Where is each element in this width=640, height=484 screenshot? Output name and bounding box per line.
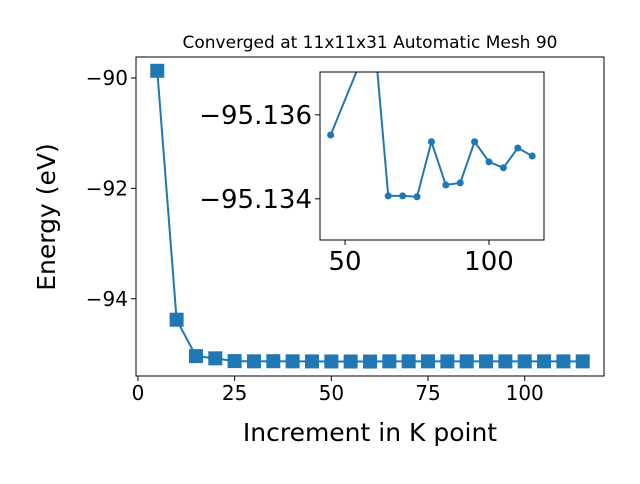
marker [304, 354, 319, 369]
marker [399, 192, 407, 200]
marker [401, 354, 416, 369]
marker [266, 354, 281, 369]
y-tick-label: −92 [86, 177, 128, 201]
x-tick-label: 50 [319, 381, 344, 405]
plot-group [327, 72, 536, 201]
marker [517, 354, 532, 369]
plot-frame [319, 71, 545, 241]
marker [227, 354, 242, 369]
x-axis-label: Increment in K point [243, 418, 497, 447]
y-axis-label: Energy (eV) [32, 143, 61, 290]
marker [442, 181, 450, 189]
marker [150, 63, 165, 78]
marker [556, 354, 571, 369]
marker [499, 164, 507, 172]
marker [514, 144, 522, 152]
x-tick-label: 100 [464, 247, 514, 277]
marker [427, 138, 435, 146]
marker [324, 354, 339, 369]
y-tick-label: −94 [86, 287, 128, 311]
marker [421, 354, 436, 369]
marker [188, 349, 203, 364]
plot-frame [135, 56, 605, 377]
marker [528, 152, 536, 160]
marker [285, 354, 300, 369]
marker [537, 354, 552, 369]
marker [343, 354, 358, 369]
marker [363, 354, 377, 369]
marker [169, 312, 184, 327]
y-tick-label: −90 [86, 66, 128, 90]
y-tick-label: −95.134 [199, 185, 312, 215]
marker [413, 193, 421, 201]
x-tick-label: 0 [132, 381, 145, 405]
marker [479, 354, 494, 369]
marker [498, 354, 513, 369]
y-tick-label: −95.136 [199, 101, 312, 131]
x-tick-label: 50 [329, 247, 362, 277]
marker [440, 354, 455, 369]
marker [456, 179, 464, 187]
marker [575, 354, 590, 369]
x-tick-label: 25 [222, 381, 247, 405]
marker [208, 351, 223, 366]
marker [384, 192, 392, 200]
marker [459, 354, 474, 369]
plot-area [320, 72, 544, 240]
marker [327, 131, 335, 139]
marker [471, 138, 479, 146]
x-tick-label: 100 [506, 381, 544, 405]
plot-group [150, 63, 590, 369]
marker [485, 158, 493, 166]
chart-title: Converged at 11x11x31 Automatic Mesh 90 [183, 33, 558, 53]
x-tick-label: 75 [415, 381, 440, 405]
marker [246, 354, 261, 369]
marker [382, 354, 397, 369]
